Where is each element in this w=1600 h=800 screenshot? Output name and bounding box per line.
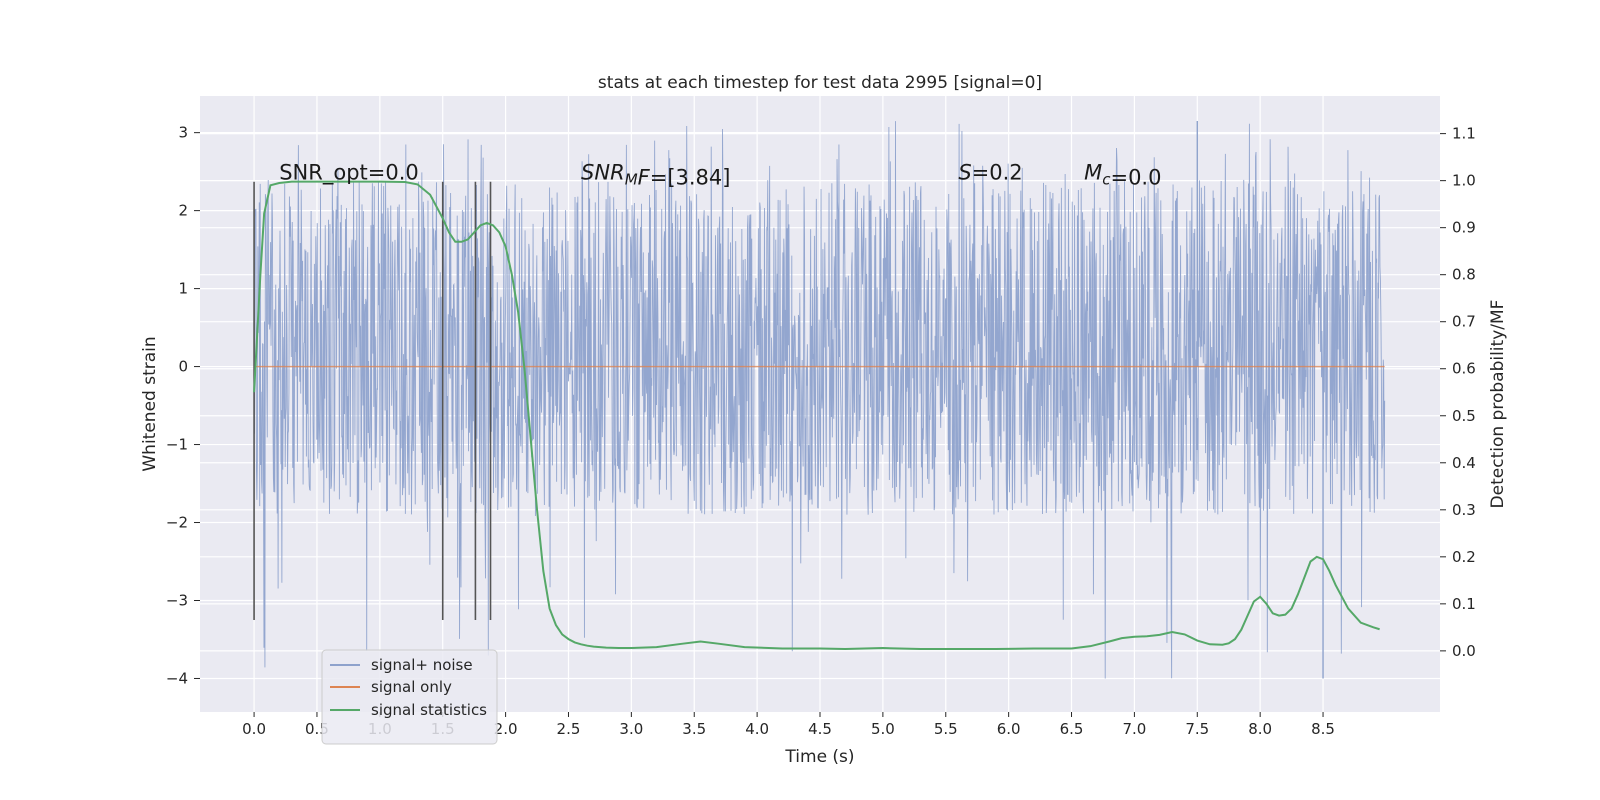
- y2-tick-label-0: 0.0: [1452, 642, 1476, 660]
- x-tick-label-5: 2.5: [557, 720, 581, 738]
- x-tick-label-17: 8.5: [1311, 720, 1335, 738]
- legend-label-signal-only: signal only: [371, 678, 452, 696]
- x-tick-label-9: 4.5: [808, 720, 832, 738]
- y-axis-ticks: −4 −3 −2 −1 0 1 2 3: [166, 124, 200, 687]
- x-tick-label-14: 7.0: [1122, 720, 1146, 738]
- annotation-snr-opt: SNR_opt=0.0: [279, 160, 419, 185]
- y2-axis-ticks: 0.0 0.1 0.2 0.3 0.4 0.5 0.6 0.7 0.8 0.9 1.0 1.1: [1440, 125, 1476, 660]
- y2-tick-label-5: 0.5: [1452, 407, 1476, 425]
- y2-tick-label-10: 1.0: [1452, 172, 1476, 190]
- x-tick-label-13: 6.5: [1060, 720, 1084, 738]
- y-tick-label-6: 2: [178, 202, 188, 220]
- y-tick-label-0: −4: [166, 669, 188, 687]
- x-tick-label-15: 7.5: [1185, 720, 1209, 738]
- x-axis-label: Time (s): [784, 747, 854, 767]
- y2-tick-label-11: 1.1: [1452, 125, 1476, 143]
- statistics-line: [253, 180, 1380, 650]
- x-tick-label-11: 5.5: [934, 720, 958, 738]
- x-tick-label-12: 6.0: [997, 720, 1021, 738]
- annotations: SNR_opt=0.0 SNRMF=[3.84] S=0.2 Mc=0.0: [279, 160, 1161, 189]
- y2-tick-label-7: 0.7: [1452, 313, 1476, 331]
- y2-tick-label-3: 0.3: [1452, 501, 1476, 519]
- y-tick-label-1: −3: [166, 591, 188, 609]
- y-tick-label-2: −2: [166, 514, 188, 532]
- annotation-s: S=0.2: [958, 160, 1022, 184]
- y-tick-label-5: 1: [178, 280, 188, 298]
- x-tick-label-6: 3.0: [619, 720, 643, 738]
- y2-tick-label-8: 0.8: [1452, 266, 1476, 284]
- annotation-mc: Mc=0.0: [1084, 160, 1161, 189]
- x-tick-label-8: 4.0: [745, 720, 769, 738]
- x-tick-label-0: 0.0: [242, 720, 266, 738]
- chart-title: stats at each timestep for test data 299…: [598, 73, 1042, 93]
- annotation-snr-mf: SNRMF=[3.84]: [581, 160, 730, 189]
- y2-tick-label-1: 0.1: [1452, 595, 1476, 613]
- legend-label-noise: signal+ noise: [371, 656, 473, 674]
- x-tick-label-4: 2.0: [494, 720, 518, 738]
- y2-tick-label-6: 0.6: [1452, 360, 1476, 378]
- y-axis-label: Whitened strain: [140, 336, 160, 471]
- x-tick-label-16: 8.0: [1248, 720, 1272, 738]
- legend: signal+ noise signal only signal statist…: [321, 649, 498, 745]
- y-tick-label-3: −1: [166, 436, 188, 454]
- vertical-markers: [253, 181, 492, 620]
- y2-tick-label-9: 0.9: [1452, 219, 1476, 237]
- y-tick-label-7: 3: [178, 124, 188, 142]
- y2-tick-label-4: 0.4: [1452, 454, 1476, 472]
- y2-axis-label: Detection probability/MF: [1488, 300, 1508, 509]
- x-tick-label-7: 3.5: [682, 720, 706, 738]
- legend-label-statistics: signal statistics: [371, 701, 487, 719]
- legend-box: [321, 649, 498, 745]
- signal-statistics-series: [253, 180, 1380, 650]
- x-tick-label-10: 5.0: [871, 720, 895, 738]
- y2-tick-label-2: 0.2: [1452, 548, 1476, 566]
- y-tick-label-4: 0: [178, 358, 188, 376]
